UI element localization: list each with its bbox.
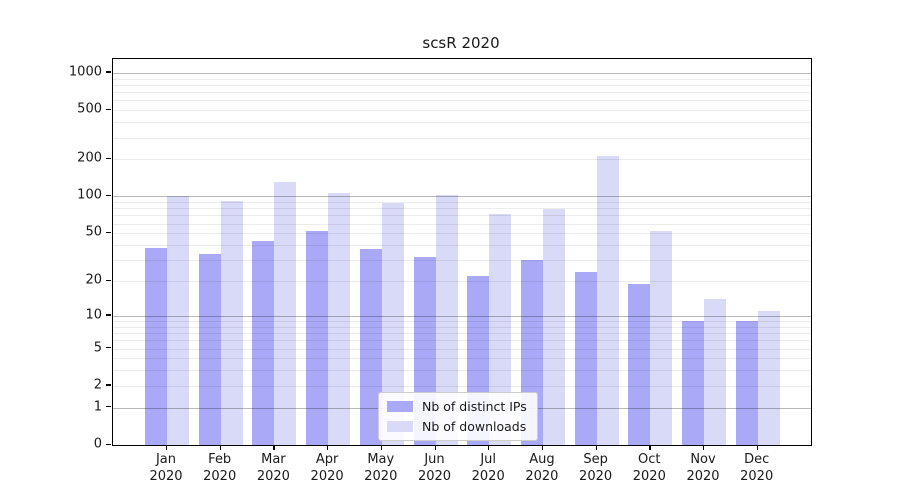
- x-tick-mark-oct: [649, 445, 651, 450]
- bar-downloads-mar: [274, 181, 297, 445]
- bar-distinct-ips-sep: [574, 271, 597, 445]
- y-tick-label-1: 1: [93, 399, 102, 415]
- x-tick-label-jan: Jan 2020: [149, 452, 183, 484]
- minor-gridline-700: [113, 92, 811, 94]
- plot-area: Nb of distinct IPs Nb of downloads: [112, 58, 812, 446]
- legend: Nb of distinct IPs Nb of downloads: [378, 392, 538, 441]
- x-tick-mark-jun: [434, 445, 436, 450]
- x-tick-label-may: May 2020: [364, 452, 398, 484]
- y-tick-label-20: 20: [85, 272, 102, 288]
- x-tick-label-sep: Sep 2020: [579, 452, 613, 484]
- bar-downloads-apr: [328, 192, 351, 445]
- x-tick-label-dec: Dec 2020: [740, 452, 774, 484]
- minor-gridline-80: [113, 208, 811, 210]
- bar-downloads-may: [381, 203, 404, 445]
- y-tick-mark-200: [106, 157, 111, 160]
- y-tick-mark-10: [106, 314, 111, 316]
- y-tick-mark-50: [106, 231, 111, 234]
- bar-distinct-ips-apr: [306, 231, 329, 445]
- x-tick-label-oct: Oct 2020: [632, 452, 666, 484]
- x-tick-label-feb: Feb 2020: [203, 452, 237, 484]
- y-tick-mark-20: [106, 279, 111, 281]
- y-tick-mark-500: [106, 108, 111, 111]
- y-tick-mark-5: [106, 347, 111, 349]
- major-gridline-100: [113, 196, 811, 198]
- y-tick-mark-1: [106, 406, 111, 408]
- bar-distinct-ips-jan: [145, 247, 167, 445]
- minor-gridline-400: [113, 122, 811, 124]
- y-tick-mark-2: [106, 384, 111, 386]
- minor-gridline-600: [113, 100, 811, 102]
- minor-gridline-300: [113, 137, 811, 139]
- minor-gridline-70: [113, 215, 811, 217]
- minor-gridline-40: [113, 245, 811, 246]
- bar-downloads-nov: [704, 299, 726, 445]
- y-tick-label-1000: 1000: [68, 64, 102, 80]
- bar-downloads-jan: [167, 196, 189, 445]
- x-tick-mark-nov: [703, 445, 705, 450]
- legend-label-distinct-ips: Nb of distinct IPs: [422, 399, 527, 414]
- x-tick-mark-may: [380, 445, 383, 450]
- x-tick-label-nov: Nov 2020: [686, 452, 720, 484]
- y-tick-label-50: 50: [85, 224, 102, 240]
- major-gridline-1000: [113, 72, 811, 74]
- y-tick-mark-100: [106, 194, 111, 197]
- bar-downloads-aug: [542, 209, 565, 445]
- y-tick-label-100: 100: [77, 187, 102, 203]
- bar-distinct-ips-nov: [682, 321, 704, 445]
- y-tick-mark-0: [106, 443, 111, 445]
- x-tick-label-aug: Aug 2020: [525, 452, 559, 484]
- y-tick-label-2: 2: [93, 377, 102, 393]
- bar-distinct-ips-mar: [252, 241, 275, 445]
- minor-gridline-900: [113, 78, 811, 80]
- y-tick-label-10: 10: [85, 307, 102, 323]
- x-tick-label-jun: Jun 2020: [417, 452, 452, 484]
- chart-title: scsR 2020: [422, 34, 500, 52]
- minor-gridline-200: [113, 159, 811, 161]
- x-tick-mark-sep: [595, 445, 597, 450]
- bar-downloads-feb: [220, 201, 243, 445]
- x-tick-mark-jan: [166, 445, 168, 450]
- x-tick-mark-dec: [756, 445, 758, 450]
- bar-distinct-ips-feb: [198, 253, 221, 445]
- legend-label-downloads: Nb of downloads: [422, 419, 527, 434]
- bar-distinct-ips-dec: [735, 321, 758, 445]
- y-tick-mark-1000: [106, 71, 111, 73]
- x-tick-mark-apr: [327, 445, 329, 450]
- x-tick-label-jul: Jul 2020: [471, 452, 505, 484]
- bar-downloads-dec: [757, 311, 780, 445]
- minor-gridline-90: [113, 202, 811, 204]
- x-tick-label-mar: Mar 2020: [256, 452, 290, 484]
- bar-downloads-jun: [435, 194, 458, 445]
- minor-gridline-60: [113, 223, 811, 225]
- x-tick-label-apr: Apr 2020: [310, 452, 344, 484]
- bar-distinct-ips-oct: [628, 283, 651, 445]
- y-tick-label-0: 0: [93, 436, 102, 452]
- bar-downloads-oct: [650, 231, 673, 445]
- y-tick-label-200: 200: [77, 150, 102, 166]
- minor-gridline-500: [113, 110, 811, 112]
- y-tick-label-5: 5: [93, 340, 102, 355]
- legend-item-distinct-ips: Nb of distinct IPs: [387, 399, 527, 414]
- legend-swatch-1: [387, 421, 413, 432]
- bar-downloads-sep: [596, 156, 619, 445]
- legend-item-downloads: Nb of downloads: [387, 419, 527, 434]
- minor-gridline-50: [113, 233, 811, 235]
- legend-swatch-0: [387, 401, 413, 412]
- x-tick-mark-aug: [541, 445, 544, 450]
- minor-gridline-800: [113, 84, 811, 86]
- bar-downloads-jul: [489, 213, 512, 445]
- bar-distinct-ips-may: [359, 249, 382, 445]
- x-tick-mark-jul: [488, 445, 490, 450]
- x-tick-mark-mar: [273, 445, 275, 450]
- y-tick-label-500: 500: [77, 101, 102, 117]
- x-tick-mark-feb: [219, 445, 221, 450]
